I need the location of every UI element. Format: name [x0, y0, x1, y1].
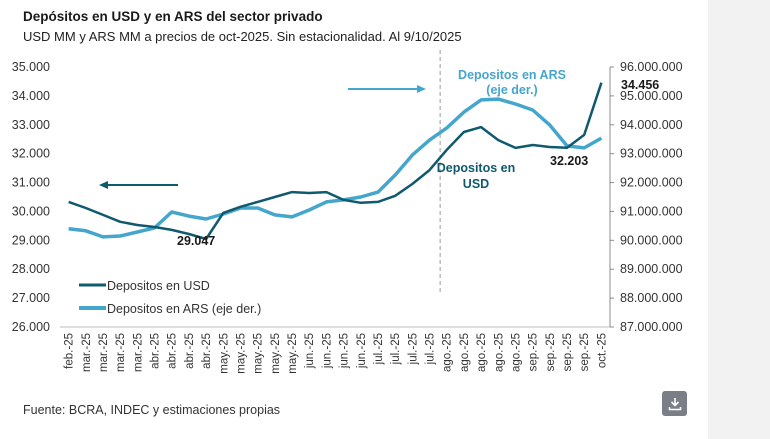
x-tick-label: ago.-25 — [442, 333, 454, 372]
ars-callout-line2: (eje der.) — [486, 83, 537, 97]
source-note: Fuente: BCRA, INDEC y estimaciones propi… — [23, 403, 281, 417]
x-tick-label: sep.-25 — [562, 333, 574, 371]
left-axis-tick-label: 33.000 — [12, 118, 50, 132]
x-tick-label: jun.-25 — [321, 333, 333, 369]
x-tick-label: jul.-25 — [373, 333, 385, 365]
x-tick-label: jun.-25 — [356, 333, 368, 369]
ars-series-line — [68, 97, 603, 239]
x-tick-label: sep.-25 — [528, 333, 540, 371]
x-tick-label: may.-25 — [270, 333, 282, 374]
right-axis-tick-label: 95.000.000 — [620, 89, 683, 103]
x-tick-label: mar.-25 — [115, 333, 127, 372]
x-tick-label: mar.-25 — [98, 333, 110, 372]
left-axis-tick-label: 30.000 — [12, 204, 50, 218]
chart-card: Depósitos en USD y en ARS del sector pri… — [11, 9, 687, 417]
x-tick-label: mar.-25 — [81, 333, 93, 372]
usd-mid-label: 32.203 — [550, 154, 588, 168]
right-arrow-icon — [348, 85, 426, 93]
x-tick-label: ago.-25 — [459, 333, 471, 372]
right-axis-tick-label: 89.000.000 — [620, 262, 683, 276]
x-tick-label: jun.-25 — [339, 333, 351, 369]
right-axis-tick-label: 88.000.000 — [620, 291, 683, 305]
legend-label-usd: Depositos en USD — [107, 279, 210, 293]
right-axis-tick-label: 90.000.000 — [620, 233, 683, 247]
x-tick-label: abr.-25 — [150, 333, 162, 369]
usd-min-label: 29.047 — [177, 234, 215, 248]
x-tick-label: feb.-25 — [64, 333, 76, 369]
x-tick-label: may.-25 — [218, 333, 230, 374]
right-axis-tick-label: 96.000.000 — [620, 60, 683, 74]
right-axis-tick-label: 87.000.000 — [620, 320, 683, 334]
x-tick-label: mar.-25 — [132, 333, 144, 372]
left-axis-tick-label: 28.000 — [12, 262, 50, 276]
x-tick-label: may.-25 — [235, 333, 247, 374]
x-tick-label: jun.-25 — [304, 333, 316, 369]
side-panel — [708, 0, 770, 439]
left-arrow-icon — [99, 181, 178, 189]
x-tick-label: sep.-25 — [545, 333, 557, 371]
x-tick-label: jul.-25 — [407, 333, 419, 365]
x-axis: feb.-25 mar.-25 mar.-25 mar.-25 mar.-25 abr.-… — [64, 333, 609, 374]
usd-series-line — [68, 82, 603, 241]
x-tick-label: jul.-25 — [390, 333, 402, 365]
chart-subtitle: USD MM y ARS MM a precios de oct-2025. S… — [23, 29, 462, 44]
right-axis: 96.000.000 95.000.000 94.000.000 93.000.000… — [609, 60, 683, 334]
chart-title: Depósitos en USD y en ARS del sector pri… — [23, 9, 323, 24]
download-icon — [668, 397, 681, 410]
x-tick-label: oct.-25 — [596, 333, 608, 368]
x-tick-label: abr.-25 — [167, 333, 179, 369]
left-axis: 35.000 34.000 33.000 32.000 31.000 30.000 29.0… — [12, 60, 610, 334]
left-axis-tick-label: 26.000 — [12, 320, 50, 334]
x-tick-label: ago.-25 — [493, 333, 505, 372]
left-axis-tick-label: 29.000 — [12, 233, 50, 247]
x-tick-label: sep.-25 — [579, 333, 591, 371]
x-tick-label: ago.-25 — [510, 333, 522, 372]
right-axis-tick-label: 93.000.000 — [620, 147, 683, 161]
usd-last-label: 34.456 — [621, 78, 659, 92]
x-tick-label: jul.-25 — [425, 333, 437, 365]
usd-callout-line1: Depositos en — [437, 161, 516, 175]
x-tick-label: abr.-25 — [201, 333, 213, 369]
download-button[interactable] — [662, 391, 687, 416]
left-axis-tick-label: 35.000 — [12, 60, 50, 74]
chart-svg: 35.000 34.000 33.000 32.000 31.000 30.000 29.0… — [12, 50, 683, 374]
x-tick-label: ago.-25 — [476, 333, 488, 372]
left-axis-tick-label: 32.000 — [12, 147, 50, 161]
legend-label-ars: Depositos en ARS (eje der.) — [107, 302, 261, 316]
right-axis-tick-label: 92.000.000 — [620, 176, 683, 190]
ars-callout-line1: Depositos en ARS — [458, 68, 566, 82]
left-axis-tick-label: 31.000 — [12, 176, 50, 190]
right-axis-tick-label: 94.000.000 — [620, 118, 683, 132]
legend: Depositos en USD Depositos en ARS (eje d… — [79, 279, 261, 316]
right-axis-tick-label: 91.000.000 — [620, 204, 683, 218]
usd-callout-line2: USD — [463, 177, 489, 191]
left-axis-tick-label: 34.000 — [12, 89, 50, 103]
left-axis-tick-label: 27.000 — [12, 291, 50, 305]
x-tick-label: may.-25 — [253, 333, 265, 374]
x-tick-label: abr.-25 — [184, 333, 196, 369]
series-lines — [68, 82, 603, 241]
x-tick-label: may.-25 — [287, 333, 299, 374]
